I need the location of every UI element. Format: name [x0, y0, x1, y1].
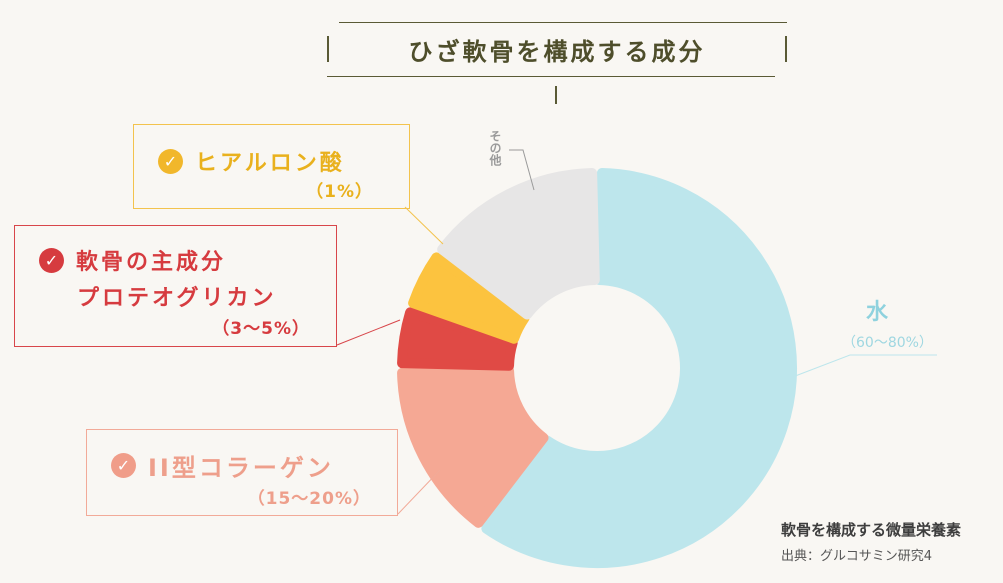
page-title: ひざ軟骨を構成する成分 — [408, 38, 706, 66]
label-other: その他 — [488, 130, 502, 166]
label-hyaluronic: ヒアルロン酸 — [195, 151, 345, 176]
range-hyaluronic: （1%） — [306, 182, 373, 202]
label-proteoglycan-line2: プロテオグリカン — [77, 286, 277, 311]
label-water: 水 — [866, 300, 889, 325]
title-bracket-left — [327, 36, 329, 62]
slice-collagen — [397, 365, 549, 528]
leader-line-water — [789, 354, 937, 379]
title-line-bottom — [327, 76, 775, 77]
title-line-top — [339, 22, 787, 23]
label-proteoglycan-line1: 軟骨の主成分 — [76, 250, 227, 275]
slice-water — [481, 168, 797, 568]
title-stem — [555, 86, 557, 104]
range-proteoglycan: （3〜5%） — [212, 319, 310, 339]
slice-proteoglycan — [397, 307, 518, 371]
slice-other — [437, 168, 600, 320]
source-text: 出典：グルコサミン研究4 — [781, 549, 933, 564]
title-bracket-right — [785, 36, 787, 62]
check-icon: ✓ — [158, 148, 183, 174]
check-icon: ✓ — [111, 453, 136, 478]
callout-hyaluronic: ✓ ヒアルロン酸 （1%） — [133, 124, 410, 209]
leader-line-collagen — [397, 469, 441, 515]
range-water: （60〜80%） — [842, 335, 933, 351]
callout-collagen: ✓ II型コラーゲン （15〜20%） — [86, 429, 398, 516]
check-icon: ✓ — [39, 247, 64, 273]
range-collagen: （15〜20%） — [247, 489, 371, 509]
source-title: 軟骨を構成する微量栄養素 — [781, 521, 962, 539]
callout-proteoglycan: ✓ 軟骨の主成分 プロテオグリカン （3〜5%） — [14, 225, 337, 347]
title-frame: ひざ軟骨を構成する成分 — [327, 22, 787, 77]
slice-hyaluronic — [408, 252, 530, 344]
leader-line-proteoglycan — [336, 319, 401, 346]
label-collagen: II型コラーゲン — [148, 454, 334, 482]
leader-line-other — [509, 149, 535, 191]
leader-line-hyaluronic — [404, 206, 444, 245]
